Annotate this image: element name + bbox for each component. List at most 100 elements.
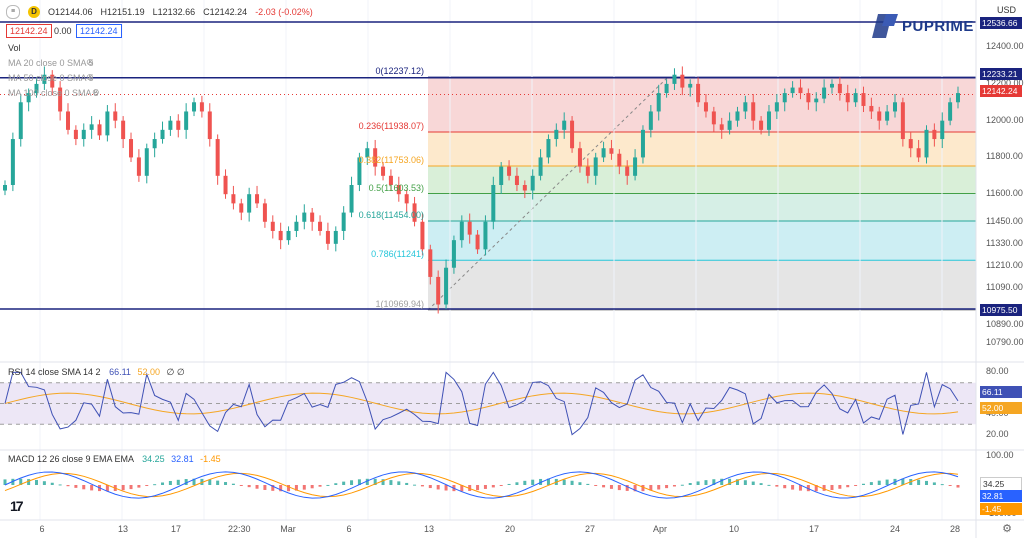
eye-hidden-icon[interactable]: ⊘: [92, 87, 100, 97]
macd-histogram-bar: [578, 482, 582, 485]
candle-body: [192, 102, 197, 112]
candle-body: [593, 157, 598, 176]
current-price-tag: 12142.24: [980, 85, 1022, 97]
candle-body: [270, 221, 275, 231]
candle-body: [585, 166, 590, 176]
macd-histogram-bar: [184, 479, 188, 485]
candle-body: [420, 221, 425, 250]
macd-histogram-bar: [932, 482, 936, 485]
candle-body: [562, 120, 567, 130]
candle-body: [546, 139, 551, 158]
macd-histogram-bar: [861, 483, 865, 485]
macd-histogram-bar: [137, 485, 141, 488]
candle-body: [916, 148, 921, 158]
ohlc-open: O12144.06: [48, 7, 93, 17]
time-axis-tick: 28: [949, 524, 960, 534]
macd-histogram-bar: [302, 485, 306, 490]
candle-body: [184, 111, 189, 130]
rsi-indicator-label[interactable]: RSI 14 close SMA 14 2 66.11 52.00 ∅ ∅: [8, 367, 185, 377]
fib-level-label: 0.236(11938.07): [358, 121, 424, 132]
candle-body: [81, 129, 86, 140]
candle-body: [774, 102, 779, 112]
macd-histogram-bar: [50, 482, 54, 485]
candle-body: [829, 83, 834, 88]
price-axis-tick: 12000.00: [986, 114, 1024, 125]
symbol-icon[interactable]: ≡: [6, 5, 20, 19]
macd-histogram-bar: [924, 480, 928, 485]
macd-histogram-bar: [869, 482, 873, 485]
price-axis-tick: 12200.00: [986, 77, 1024, 88]
candle-body: [89, 124, 94, 130]
macd-histogram-bar: [688, 483, 692, 485]
macd-histogram-bar: [846, 485, 850, 488]
candle-body: [97, 124, 102, 136]
candle-body: [822, 87, 827, 99]
time-axis-tick: 6: [39, 524, 45, 534]
candle-body: [310, 212, 315, 222]
candle-body: [727, 120, 732, 130]
fib-top-price-tag: 12233.21: [980, 68, 1022, 80]
macd-histogram-bar: [775, 485, 779, 487]
macd-histogram-bar: [877, 480, 881, 485]
candle-body: [223, 175, 228, 195]
grid: [39, 0, 943, 520]
brand-logo: PUPRIME: [872, 12, 974, 40]
macd-histogram-bar: [334, 483, 338, 485]
macd-histogram-bar: [523, 480, 527, 485]
macd-histogram-bar: [192, 478, 196, 485]
candle-body: [853, 93, 858, 103]
ma50-indicator-label[interactable]: MA 50 close 0 SMA 5: [8, 73, 94, 83]
macd-histogram-bar: [806, 485, 810, 492]
sell-price-button[interactable]: 12142.24: [6, 24, 52, 38]
candle-body: [388, 175, 393, 186]
fib-level-label: 1(10969.94): [375, 299, 424, 310]
macd-histogram-bar: [633, 485, 637, 492]
macd-histogram-bar: [405, 482, 409, 485]
currency-label[interactable]: USD: [996, 5, 1016, 15]
volume-indicator-label[interactable]: Vol: [8, 43, 21, 53]
bottom-line-price-tag: 10975.50: [980, 304, 1022, 316]
candle-body: [688, 83, 693, 88]
eye-hidden-icon[interactable]: ⊘: [86, 72, 94, 82]
interval-button[interactable]: D: [28, 6, 40, 18]
candle-body: [231, 194, 236, 204]
buy-price-button[interactable]: 12142.24: [76, 24, 122, 38]
candle-body: [168, 120, 173, 130]
candle-body: [648, 111, 653, 130]
time-axis-tick: Apr: [652, 524, 667, 534]
candle-body: [908, 139, 913, 149]
macd-histogram-bar: [168, 480, 172, 485]
price-axis-tick: 11450.00: [986, 215, 1023, 226]
price-axis-tick: 11210.00: [986, 259, 1023, 270]
time-axis-tick: 17: [170, 524, 181, 534]
candle-body: [932, 129, 937, 140]
candle-body: [719, 124, 724, 130]
macd-indicator-label[interactable]: MACD 12 26 close 9 EMA EMA 34.25 32.81 -…: [8, 454, 221, 464]
tradingview-logo[interactable]: 17: [10, 498, 24, 514]
macd-histogram-bar: [200, 478, 204, 485]
eye-hidden-icon[interactable]: ⊘: [86, 57, 94, 67]
candle-body: [940, 120, 945, 140]
macd-histogram-bar: [381, 479, 385, 485]
fib-zone: [428, 193, 976, 222]
macd-line: [4, 471, 959, 499]
macd-signal-tag: -1.45: [980, 503, 1022, 515]
macd-histogram-bar: [436, 485, 440, 490]
candle-body: [357, 157, 362, 186]
ma20-indicator-label[interactable]: MA 20 close 0 SMA 5: [8, 58, 94, 68]
candle-body: [814, 98, 819, 103]
macd-histogram-bar: [546, 478, 550, 485]
candle-body: [325, 230, 330, 244]
macd-histogram-bar: [672, 485, 676, 487]
macd-histogram-bar: [105, 485, 109, 492]
ma100-indicator-label[interactable]: MA 100 close 0 SMA 5: [8, 88, 99, 98]
macd-histogram-bar: [515, 482, 519, 485]
macd-histogram-bar: [279, 485, 283, 492]
macd-histogram-bar: [609, 485, 613, 489]
settings-gear-icon[interactable]: ⚙: [1002, 523, 1012, 535]
spread-value: 0.00: [54, 26, 72, 36]
candle-body: [759, 120, 764, 130]
fib-zone: [428, 132, 976, 167]
candle-body: [467, 221, 472, 235]
